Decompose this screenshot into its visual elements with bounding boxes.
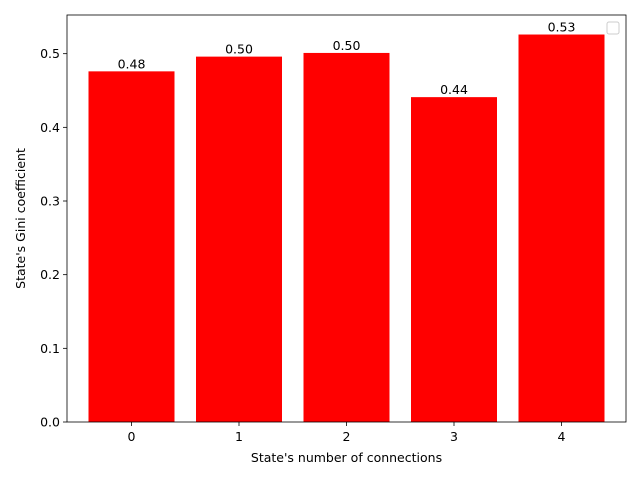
y-tick-label-0.1: 0.1 [40, 341, 60, 356]
data-label-1: 0.50 [225, 42, 253, 57]
x-tick-label-3: 3 [450, 429, 458, 444]
x-axis-label: State's number of connections [251, 450, 442, 465]
y-tick-label-0.0: 0.0 [40, 415, 60, 430]
data-label-0: 0.48 [118, 56, 146, 71]
data-label-2: 0.50 [333, 38, 361, 53]
legend-box [606, 21, 620, 35]
y-tick-label-0.3: 0.3 [40, 194, 60, 209]
bar-1 [196, 56, 282, 422]
y-axis-ticks: 0.0 0.1 0.2 0.3 0.4 0.5 [40, 46, 67, 430]
bars-group [88, 34, 605, 422]
data-label-3: 0.44 [440, 82, 468, 97]
y-tick-label-0.2: 0.2 [40, 267, 60, 282]
bar-0 [88, 71, 175, 422]
x-tick-label-2: 2 [343, 429, 351, 444]
data-labels-group: 0.48 0.50 0.50 0.44 0.53 [118, 20, 576, 98]
data-label-4: 0.53 [548, 20, 576, 35]
x-axis-ticks: 0 1 2 3 4 [128, 422, 566, 444]
bar-3 [411, 97, 497, 422]
bar-4 [518, 34, 605, 422]
bar-2 [303, 52, 390, 422]
x-tick-label-0: 0 [128, 429, 136, 444]
y-axis-label: State's Gini coefficient [13, 148, 28, 289]
y-tick-label-0.5: 0.5 [40, 46, 60, 61]
x-tick-label-4: 4 [558, 429, 566, 444]
y-tick-label-0.4: 0.4 [40, 120, 60, 135]
x-tick-label-1: 1 [235, 429, 243, 444]
